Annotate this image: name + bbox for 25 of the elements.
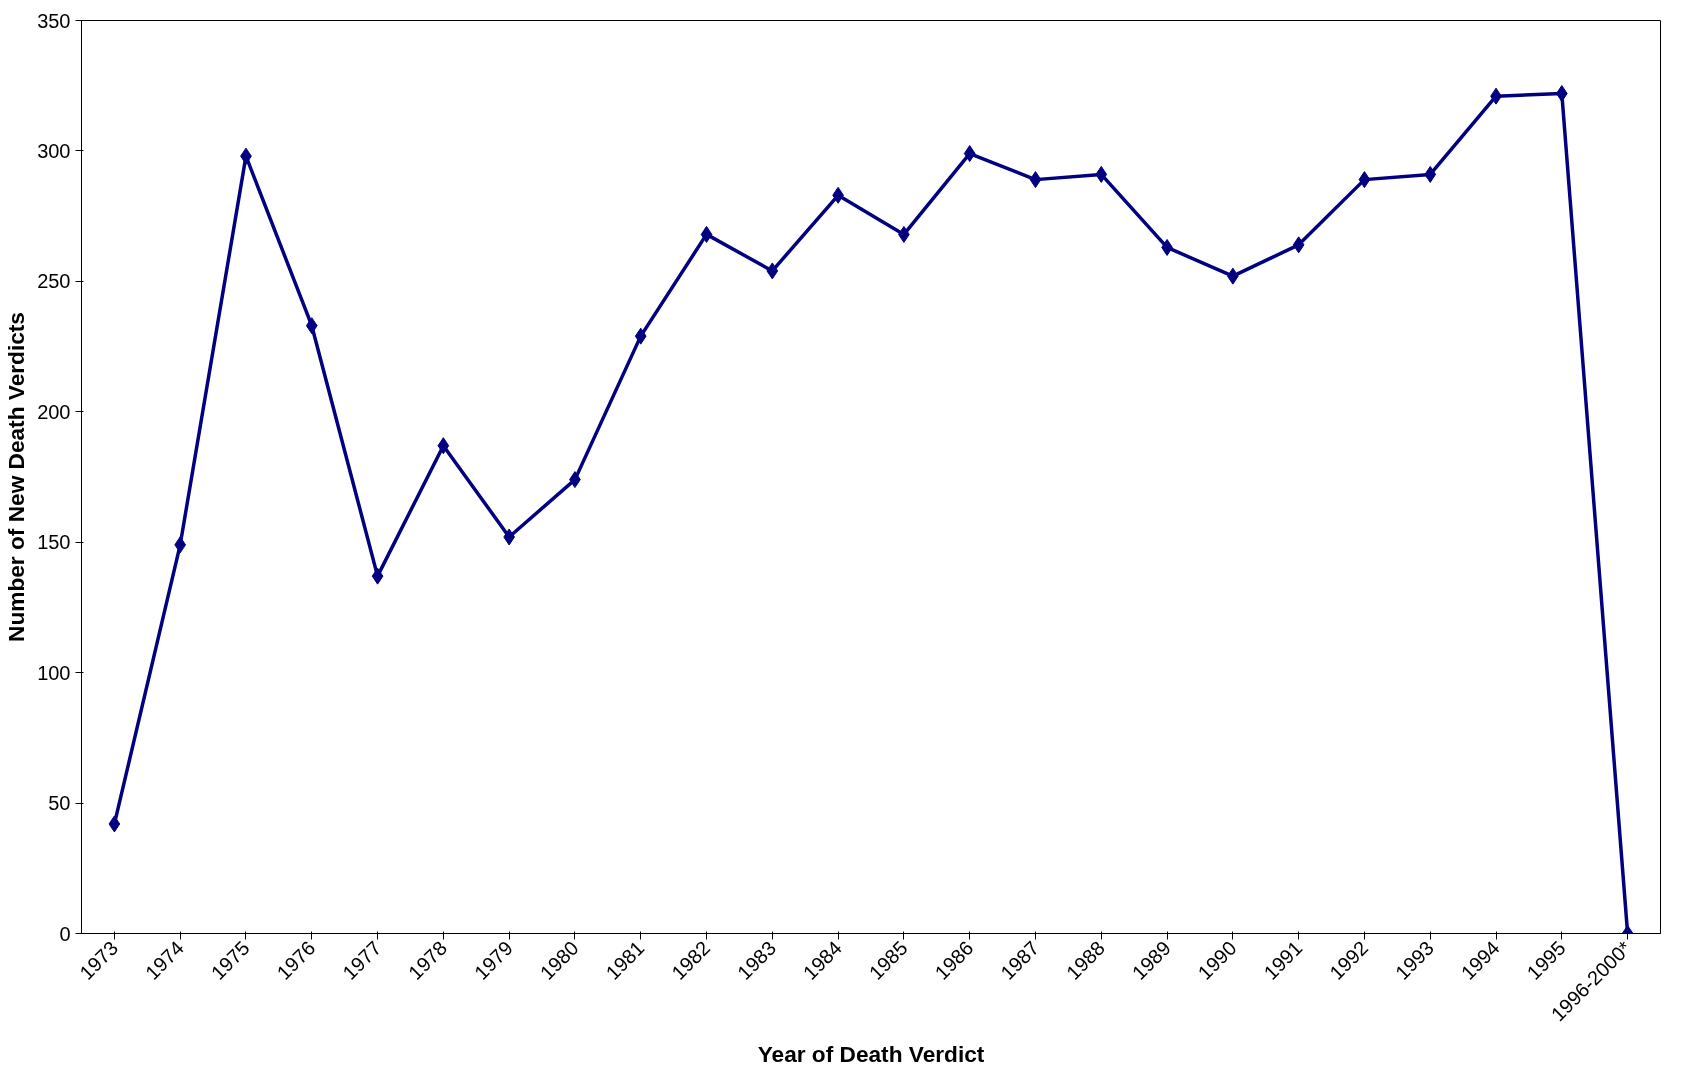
point — [437, 437, 450, 455]
point — [634, 327, 647, 345]
x-axis-title: Year of Death Verdict — [757, 1041, 985, 1068]
point — [174, 536, 187, 554]
point — [1095, 165, 1108, 183]
y-tick-label: 350 — [37, 9, 71, 32]
y-tick-label: 0 — [59, 922, 71, 945]
point — [963, 145, 976, 163]
y-tick-label: 150 — [37, 531, 71, 554]
point — [371, 567, 384, 585]
point — [1424, 165, 1437, 183]
point — [700, 225, 713, 243]
y-tick-label: 250 — [37, 270, 71, 293]
point — [108, 815, 121, 833]
y-tick-label: 50 — [48, 792, 71, 815]
point — [1358, 171, 1371, 189]
point — [1555, 85, 1568, 103]
point — [766, 262, 779, 280]
y-tick-label: 300 — [37, 139, 71, 162]
point — [305, 317, 318, 335]
y-axis-title: Number of New Death Verdicts — [3, 312, 30, 642]
y-tick-label: 100 — [37, 661, 71, 684]
y-tick-label: 200 — [37, 400, 71, 423]
point — [1292, 236, 1305, 254]
point — [1029, 171, 1042, 189]
